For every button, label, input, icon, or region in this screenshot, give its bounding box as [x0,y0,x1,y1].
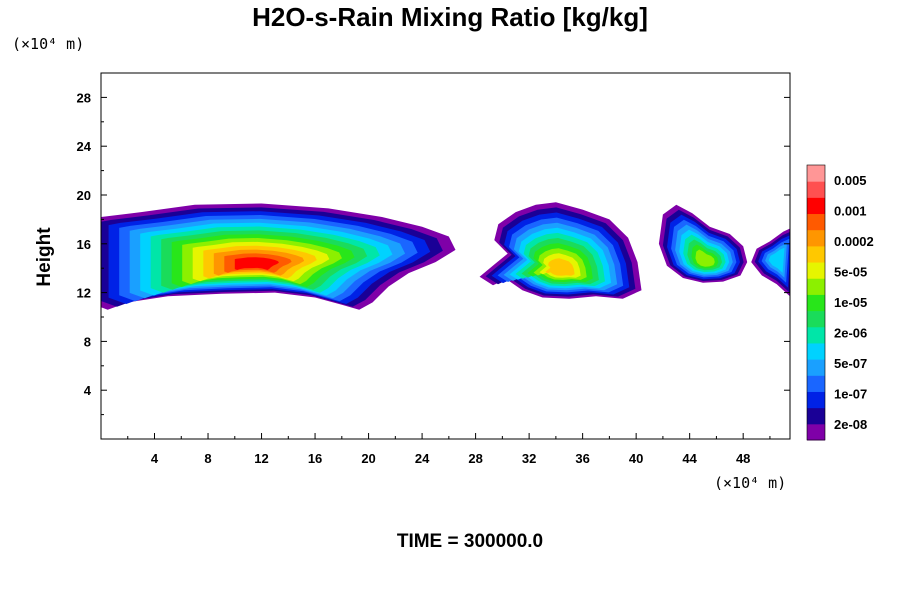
x-tick-label: 12 [254,451,268,466]
colorbar-label: 2e-06 [834,326,867,341]
x-tick-label: 28 [468,451,482,466]
colorbar-swatch [807,359,825,376]
colorbar: 0.005 0.001 0.0002 5e-05 1e-05 2e-06 5e-07 1e-0… [806,164,874,441]
colorbar-swatch [807,310,825,328]
x-tick-label: 16 [308,451,322,466]
y-tick-label: 28 [77,90,91,105]
x-tick-label: 20 [361,451,375,466]
right-cloud-level-9 [695,249,715,267]
colorbar-label: 5e-05 [834,265,867,280]
y-tick-label: 12 [77,286,91,301]
main-cloud-level-14 [234,257,279,270]
colorbar-swatch [807,197,825,215]
colorbar-swatch [807,326,825,344]
colorbar-swatch [807,213,825,231]
colorbar-swatch [807,342,825,360]
colorbar-swatch [807,245,825,263]
colorbar-swatch [807,165,825,182]
colorbar-swatch [807,278,825,295]
edge-cloud-level-5 [768,247,785,273]
colorbar-frame [806,164,826,441]
y-tick-label: 4 [84,383,92,398]
y-tick-label: 8 [84,334,91,349]
colorbar-swatch [807,423,825,441]
y-axis-unit: (×10⁴ m) [12,35,84,53]
colorbar-label: 0.005 [834,173,867,188]
y-axis: 4 8 12 16 20 24 28 [77,90,790,416]
colorbar-label: 0.001 [834,204,867,219]
middle-cloud-level-11 [545,258,575,276]
y-axis-title: Height [34,227,55,287]
x-tick-label: 44 [682,451,697,466]
x-axis: 4 8 12 16 20 24 28 32 36 40 44 48 [127,433,771,466]
x-tick-label: 8 [204,451,211,466]
colorbar-swatch [807,407,825,425]
time-label: TIME = 300000.0 [396,531,544,552]
contour-fields [101,202,790,310]
x-tick-label: 4 [151,451,159,466]
y-tick-label: 20 [77,188,91,203]
x-tick-label: 48 [736,451,750,466]
colorbar-label: 5e-07 [834,356,867,371]
colorbar-label: 2e-08 [834,417,867,432]
plot-frame [100,72,791,440]
colorbar-swatch [807,181,825,198]
colorbar-swatch [807,262,825,279]
y-tick-label: 24 [77,139,92,154]
colorbar-swatch [807,375,825,392]
y-tick-label: 16 [77,237,91,252]
x-axis-unit: (×10⁴ m) [714,474,786,492]
colorbar-label: 0.0002 [834,234,874,249]
colorbar-swatch [807,294,825,312]
colorbar-label: 1e-05 [834,295,867,310]
x-tick-label: 24 [415,451,430,466]
x-tick-label: 36 [575,451,589,466]
colorbar-label: 1e-07 [834,387,867,402]
colorbar-swatch [807,391,825,409]
x-tick-label: 40 [629,451,643,466]
x-tick-label: 32 [522,451,536,466]
chart-title: H2O-s-Rain Mixing Ratio [kg/kg] [252,2,648,32]
colorbar-swatch [807,229,825,247]
